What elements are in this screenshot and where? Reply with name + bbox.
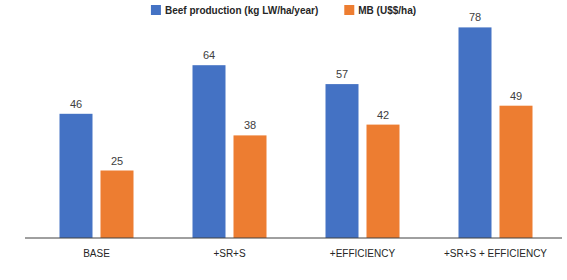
- x-tick-label: +SR+S: [213, 248, 246, 259]
- data-labels: 46 64 57 78 25 38 42 49: [70, 11, 522, 166]
- bar: [459, 27, 492, 238]
- x-tick-label: BASE: [83, 248, 110, 259]
- legend-label: MB (U$$/ha): [358, 5, 416, 16]
- bar: [101, 171, 134, 239]
- bar: [326, 84, 359, 238]
- bar: [234, 135, 267, 238]
- data-label: 64: [203, 49, 215, 61]
- x-tick-label: +SR+S + EFFICIENCY: [444, 248, 547, 259]
- data-label: 46: [70, 98, 82, 110]
- data-label: 49: [510, 90, 522, 102]
- legend-swatch: [151, 5, 161, 15]
- legend-swatch: [344, 5, 354, 15]
- legend: Beef production (kg LW/ha/year) MB (U$$/h…: [151, 5, 416, 16]
- bar: [60, 114, 93, 238]
- data-label: 78: [469, 11, 481, 23]
- bar: [193, 65, 226, 238]
- data-label: 38: [244, 119, 256, 131]
- bars: [60, 27, 533, 238]
- chart: 46 64 57 78 25 38 42 49 BASE +SR+S +EFFICIENCY +SR+…: [0, 0, 567, 280]
- x-axis: [25, 238, 562, 239]
- bar: [500, 106, 533, 238]
- data-label: 57: [336, 68, 348, 80]
- data-label: 42: [377, 109, 389, 121]
- x-tick-label: +EFFICIENCY: [330, 248, 396, 259]
- bar: [367, 125, 400, 238]
- data-label: 25: [111, 155, 123, 167]
- legend-label: Beef production (kg LW/ha/year): [165, 5, 318, 16]
